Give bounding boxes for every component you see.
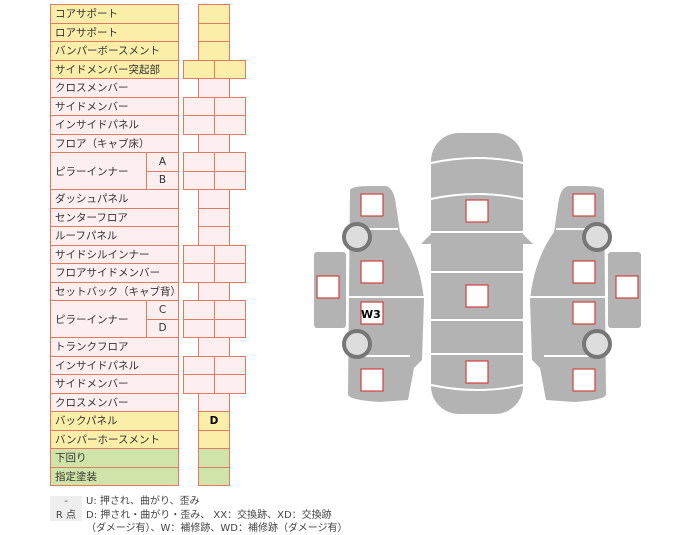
row-label: ダッシュパネル <box>50 189 179 209</box>
entry-box-right[interactable] <box>214 374 246 394</box>
entry-box[interactable] <box>198 392 230 412</box>
entry-box[interactable] <box>198 448 230 468</box>
row-label: センターフロア <box>50 207 179 227</box>
legend-line-3: （ダメージ有）、W：補修跡、WD：補修跡（ダメージ有） <box>86 523 348 534</box>
legend-key: - <box>50 496 82 507</box>
row-label: ロアサポート <box>50 22 179 42</box>
row-label: トランクフロア <box>50 337 179 357</box>
car-right-side <box>530 186 606 402</box>
panel-box <box>465 199 489 223</box>
entry-box-left[interactable] <box>183 152 215 172</box>
entry-box-left[interactable] <box>183 115 215 135</box>
panel-box <box>465 284 489 308</box>
row-label: ピラーインナー <box>50 300 147 338</box>
entry-box-left[interactable] <box>183 96 215 116</box>
row-label: サイドシルインナー <box>50 244 179 264</box>
entry-box[interactable] <box>198 41 230 61</box>
entry-box[interactable] <box>198 337 230 357</box>
entry-box-right[interactable] <box>214 152 246 172</box>
entry-box[interactable] <box>198 281 230 301</box>
entry-box-right[interactable] <box>214 300 246 320</box>
car-top-mirrors <box>421 234 431 244</box>
car-top-body <box>431 133 523 414</box>
entry-box-left[interactable] <box>183 355 215 375</box>
panel-box <box>615 275 639 299</box>
row-sublabel: C <box>146 300 179 320</box>
car-left-extension <box>314 252 346 328</box>
row-label: バンパーボースメント <box>50 41 179 61</box>
entry-box-right[interactable] <box>214 59 246 79</box>
entry-box[interactable] <box>198 22 230 42</box>
row-label: サイドメンバー <box>50 96 179 116</box>
row-label: サイドメンバー <box>50 374 179 394</box>
entry-box[interactable] <box>198 78 230 98</box>
entry-box-left[interactable] <box>183 300 215 320</box>
legend-key: R 点 <box>50 506 82 521</box>
row-label: インサイドパネル <box>50 115 179 135</box>
row-label: コアサポート <box>50 4 179 24</box>
row-label: ピラーインナー <box>50 152 147 190</box>
panel-box <box>572 260 596 284</box>
damage-mark: W3 <box>361 308 381 321</box>
row-label: バックパネル <box>50 411 179 431</box>
legend-line-2: R 点 D: 押され・曲がり・歪み、 XX：交換跡、XD：交換跡 <box>50 506 332 521</box>
entry-box[interactable] <box>198 429 230 449</box>
panel-box <box>572 368 596 392</box>
entry-box-right[interactable] <box>214 244 246 264</box>
panel-box <box>572 193 596 217</box>
row-label: ルーフパネル <box>50 226 179 246</box>
row-label: バンパーホースメント <box>50 429 179 449</box>
panel-box <box>360 368 384 392</box>
legend-line-1: - U: 押され、曲がり、歪み <box>50 492 200 507</box>
row-label: インサイドパネル <box>50 355 179 375</box>
row-label: クロスメンバー <box>50 392 179 412</box>
panel-box <box>360 301 384 325</box>
row-label: フロア（キャブ床） <box>50 133 179 153</box>
wheel-icon <box>342 222 372 252</box>
legend-text: U: 押され、曲がり、歪み <box>86 496 200 507</box>
entry-box[interactable]: D <box>198 411 230 431</box>
panel-box <box>360 193 384 217</box>
entry-box-right[interactable] <box>214 318 246 338</box>
entry-box-left[interactable] <box>183 170 215 190</box>
row-label: クロスメンバー <box>50 78 179 98</box>
entry-box[interactable] <box>198 207 230 227</box>
wheel-icon <box>342 329 372 359</box>
row-label: 下回り <box>50 448 179 468</box>
row-sublabel: B <box>146 170 179 190</box>
legend-text: D: 押され・曲がり・歪み、 XX：交換跡、XD：交換跡 <box>86 510 332 521</box>
entry-box[interactable] <box>198 226 230 246</box>
entry-box-left[interactable] <box>183 263 215 283</box>
panel-box <box>316 275 340 299</box>
wheel-icon <box>582 329 612 359</box>
entry-box-right[interactable] <box>214 355 246 375</box>
car-right-extension <box>608 252 641 328</box>
entry-box[interactable] <box>198 4 230 24</box>
row-label: セットバック（キャブ背） <box>50 281 181 301</box>
entry-box[interactable] <box>198 133 230 153</box>
row-sublabel: A <box>146 152 179 172</box>
car-left-side <box>348 186 424 402</box>
entry-box-right[interactable] <box>214 96 246 116</box>
entry-box-right[interactable] <box>214 263 246 283</box>
entry-box[interactable] <box>198 466 230 486</box>
panel-box <box>360 260 384 284</box>
row-label: フロアサイドメンバー <box>50 263 179 283</box>
entry-box[interactable] <box>198 189 230 209</box>
wheel-icon <box>582 222 612 252</box>
panel-box <box>572 301 596 325</box>
entry-box-right[interactable] <box>214 170 246 190</box>
entry-box-left[interactable] <box>183 244 215 264</box>
entry-box-left[interactable] <box>183 318 215 338</box>
entry-box-left[interactable] <box>183 374 215 394</box>
entry-box-right[interactable] <box>214 115 246 135</box>
panel-box <box>465 360 489 384</box>
row-sublabel: D <box>146 318 179 338</box>
row-label: サイドメンバー突起部 <box>50 59 179 79</box>
entry-box-left[interactable] <box>183 59 215 79</box>
row-label: 指定塗装 <box>50 466 179 486</box>
